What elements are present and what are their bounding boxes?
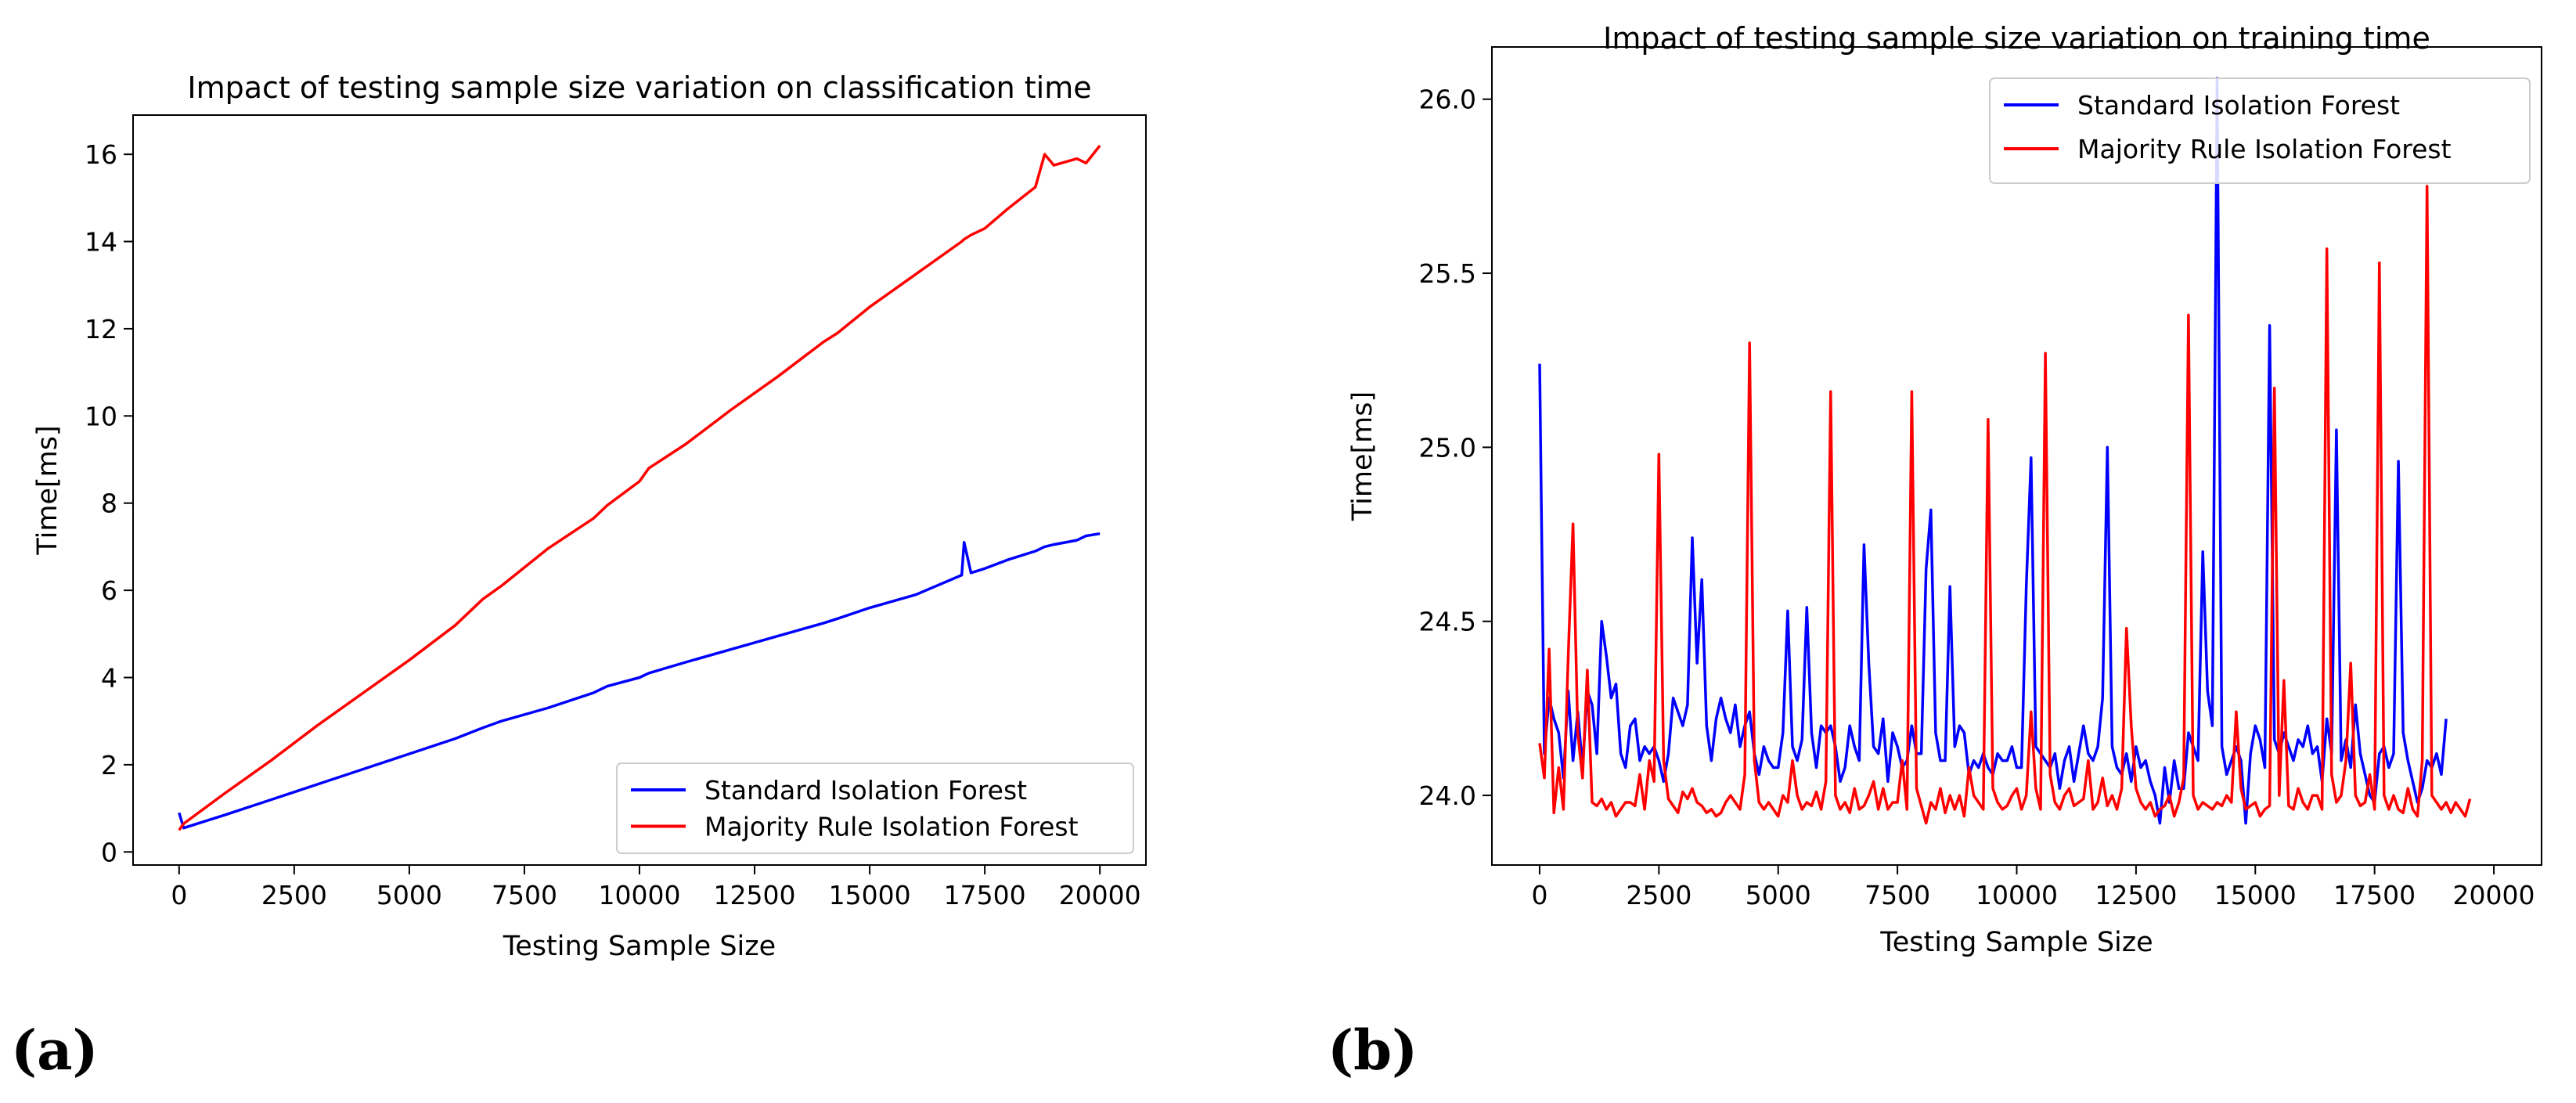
y-tick-label: 12 bbox=[85, 314, 117, 344]
series-line-standard-isolation-forest bbox=[178, 532, 1101, 830]
x-tick-label: 5000 bbox=[1746, 880, 1811, 910]
legend-box bbox=[1989, 77, 2531, 184]
y-tick-label: 8 bbox=[101, 488, 117, 519]
x-tick-label: 17500 bbox=[944, 880, 1026, 910]
x-tick-label: 15000 bbox=[2214, 880, 2297, 910]
x-tick-label: 17500 bbox=[2333, 880, 2416, 910]
y-tick-label: 24.0 bbox=[1419, 780, 1476, 811]
x-tick-label: 2500 bbox=[261, 880, 327, 910]
x-tick-label: 7500 bbox=[1864, 880, 1930, 910]
legend-box bbox=[616, 762, 1134, 854]
y-tick-label: 25.5 bbox=[1419, 258, 1476, 289]
y-tick-label: 25.0 bbox=[1419, 432, 1476, 463]
x-tick-label: 10000 bbox=[1976, 880, 2058, 910]
y-axis-label: Time[ms] bbox=[32, 425, 63, 555]
y-tick-label: 6 bbox=[101, 575, 117, 606]
legend-label: Standard Isolation Forest bbox=[704, 775, 1027, 806]
y-tick-label: 26.0 bbox=[1419, 85, 1476, 115]
x-tick-label: 12500 bbox=[714, 880, 796, 910]
y-tick-label: 10 bbox=[85, 401, 117, 431]
x-tick-label: 15000 bbox=[829, 880, 911, 910]
panel-label-b: (b) bbox=[1328, 1018, 1418, 1083]
panel-label-a: (a) bbox=[11, 1018, 99, 1083]
plot-frame bbox=[1491, 46, 2542, 866]
y-tick-label: 24.5 bbox=[1419, 607, 1476, 637]
x-axis-label: Testing Sample Size bbox=[1879, 927, 2153, 958]
x-tick-label: 20000 bbox=[2453, 880, 2535, 910]
y-tick-label: 16 bbox=[85, 139, 117, 170]
x-tick-label: 5000 bbox=[376, 880, 442, 910]
y-tick-label: 4 bbox=[101, 663, 117, 694]
x-tick-label: 0 bbox=[171, 880, 187, 910]
x-tick-label: 0 bbox=[1531, 880, 1547, 910]
x-tick-label: 2500 bbox=[1626, 880, 1692, 910]
legend-label: Majority Rule Isolation Forest bbox=[2077, 134, 2452, 164]
plot-frame bbox=[132, 114, 1147, 866]
x-tick-label: 12500 bbox=[2095, 880, 2177, 910]
chart-a: Impact of testing sample size variation … bbox=[32, 70, 1147, 962]
chart-b: Impact of testing sample size variation … bbox=[1347, 21, 2542, 958]
series-line-majority-rule-isolation-forest bbox=[178, 144, 1101, 831]
x-tick-label: 20000 bbox=[1059, 880, 1141, 910]
chart-title: Impact of testing sample size variation … bbox=[1603, 21, 2430, 56]
series-line-majority-rule-isolation-forest bbox=[1538, 185, 2472, 825]
legend-label: Majority Rule Isolation Forest bbox=[704, 812, 1079, 842]
y-tick-label: 2 bbox=[101, 750, 117, 780]
y-axis-label: Time[ms] bbox=[1347, 391, 1378, 521]
x-tick-label: 10000 bbox=[599, 880, 681, 910]
y-tick-label: 0 bbox=[101, 837, 117, 867]
x-tick-label: 7500 bbox=[492, 880, 557, 910]
y-tick-label: 14 bbox=[85, 227, 117, 258]
legend-label: Standard Isolation Forest bbox=[2077, 90, 2400, 121]
x-axis-label: Testing Sample Size bbox=[503, 931, 776, 962]
chart-title: Impact of testing sample size variation … bbox=[187, 70, 1091, 105]
